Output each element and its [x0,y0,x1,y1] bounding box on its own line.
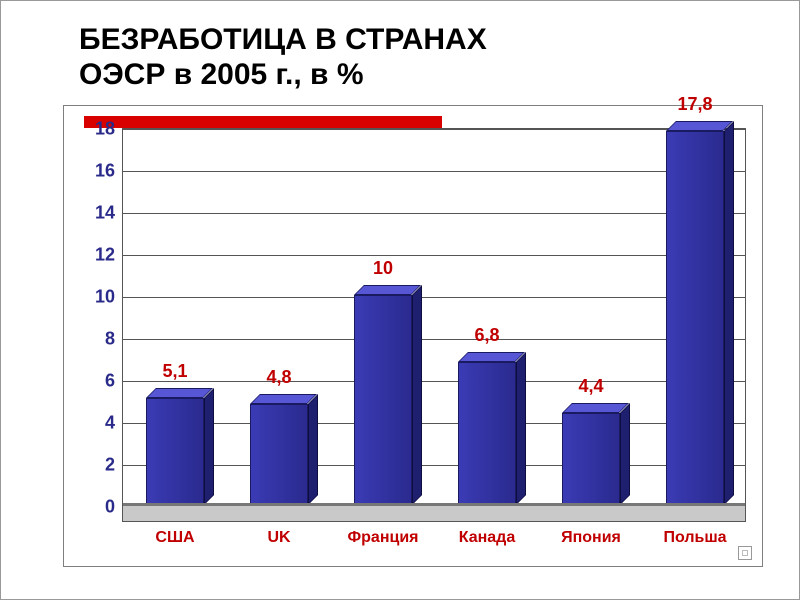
bar-top [146,388,213,398]
x-category-label: Польша [638,529,752,547]
ytick-label: 2 [73,455,115,476]
gridline [123,213,745,214]
gridline [123,465,745,466]
bar-side [412,285,422,505]
bar [666,131,723,505]
bar-top [666,121,733,131]
bar-side [204,388,214,505]
value-label: 4,8 [229,367,329,388]
title-line2: ОЭСР в 2005 г., в % [79,58,364,91]
bar-front [562,413,619,505]
bar [146,398,203,505]
gridline [123,423,745,424]
bar-side [308,394,318,505]
bar-front [146,398,203,505]
x-category-label: США [118,529,232,547]
bar-front [458,362,515,505]
ytick-label: 4 [73,413,115,434]
bar-side [724,121,734,505]
ytick-label: 6 [73,371,115,392]
slide: БЕЗРАБОТИЦА В СТРАНАХ ОЭСР в 2005 г., в … [0,0,800,600]
bar [250,404,307,505]
bar [458,362,515,505]
bar-top [250,394,317,404]
ytick-label: 8 [73,329,115,350]
ytick-label: 16 [73,161,115,182]
red-underline [84,116,442,128]
gridline [123,339,745,340]
bar-top [354,285,421,295]
chart-frame: 0246810121416185,14,8106,84,417,8 СШАUKФ… [63,105,763,567]
plot-floor [123,505,745,521]
bar [562,413,619,505]
bar-top [458,352,525,362]
bar-front [354,295,411,505]
gridline [123,171,745,172]
ytick-label: 0 [73,497,115,518]
x-category-label: Канада [430,529,544,547]
x-category-label: UK [222,529,336,547]
bar-front [666,131,723,505]
ytick-label: 18 [73,119,115,140]
resize-handle-icon [738,546,752,560]
gridline [123,255,745,256]
bar-front [250,404,307,505]
x-category-label: Франция [326,529,440,547]
bar [354,295,411,505]
gridline [123,297,745,298]
plot-area: 0246810121416185,14,8106,84,417,8 СШАUKФ… [122,128,746,522]
gridline [123,129,745,130]
plot: 0246810121416185,14,8106,84,417,8 [123,129,745,505]
x-category-label: Япония [534,529,648,547]
ytick-label: 14 [73,203,115,224]
value-label: 5,1 [125,361,225,382]
value-label: 6,8 [437,325,537,346]
bar-side [620,403,630,505]
ytick-label: 12 [73,245,115,266]
bar-side [516,352,526,505]
value-label: 17,8 [645,94,745,115]
page-title: БЕЗРАБОТИЦА В СТРАНАХ ОЭСР в 2005 г., в … [79,23,739,92]
ytick-label: 10 [73,287,115,308]
value-label: 4,4 [541,376,641,397]
bar-top [562,403,629,413]
value-label: 10 [333,258,433,279]
title-line1: БЕЗРАБОТИЦА В СТРАНАХ [79,23,487,56]
